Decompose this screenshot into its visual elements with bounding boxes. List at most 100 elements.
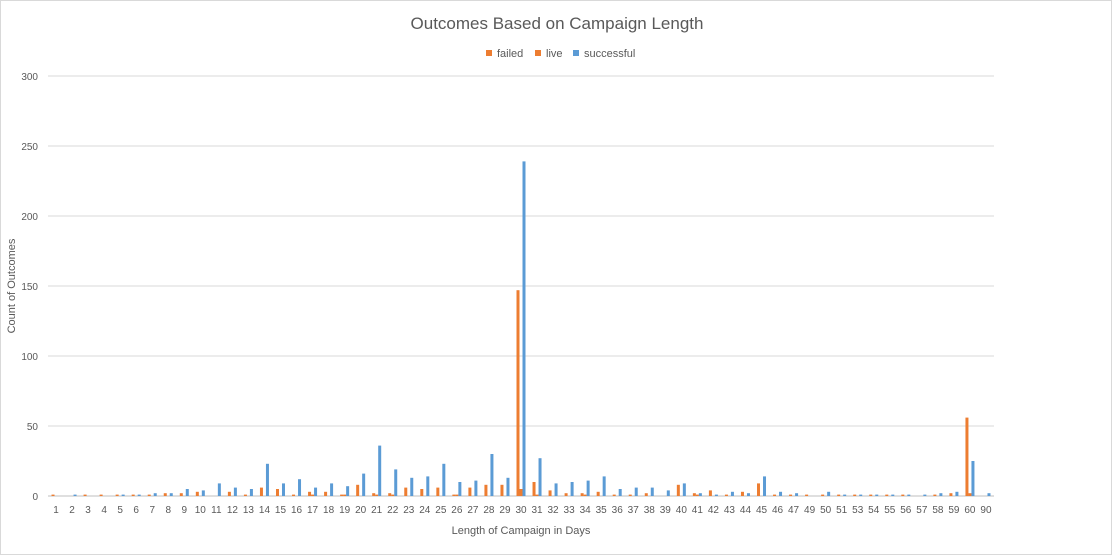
bar-failed bbox=[805, 494, 809, 496]
bar-failed bbox=[580, 493, 584, 496]
bar-successful bbox=[602, 476, 606, 496]
bar-successful bbox=[362, 473, 366, 496]
x-tick-label: 55 bbox=[884, 505, 896, 516]
x-tick-label: 39 bbox=[660, 505, 672, 516]
y-tick-label: 250 bbox=[21, 142, 38, 153]
bar-successful bbox=[233, 487, 237, 496]
bar-failed bbox=[933, 494, 937, 496]
bar-successful bbox=[746, 493, 750, 496]
bar-successful bbox=[843, 494, 847, 496]
bar-failed bbox=[901, 494, 905, 496]
x-tick-label: 34 bbox=[580, 505, 592, 516]
bar-successful bbox=[698, 493, 702, 496]
bar-failed bbox=[853, 494, 857, 496]
bar-failed bbox=[548, 490, 552, 496]
x-tick-label: 9 bbox=[182, 505, 188, 516]
x-tick-label: 15 bbox=[275, 505, 287, 516]
bar-failed bbox=[452, 494, 456, 496]
x-tick-label: 11 bbox=[211, 505, 222, 516]
x-tick-label: 25 bbox=[435, 505, 447, 516]
x-tick-label: 19 bbox=[339, 505, 351, 516]
bar-failed bbox=[532, 482, 536, 496]
bar-failed bbox=[676, 484, 680, 496]
x-tick-label: 1 bbox=[53, 505, 59, 516]
y-tick-label: 150 bbox=[21, 282, 38, 293]
y-tick-label: 100 bbox=[21, 352, 38, 363]
y-tick-label: 50 bbox=[27, 422, 39, 433]
bar-successful bbox=[875, 494, 879, 496]
y-tick-label: 300 bbox=[21, 72, 38, 83]
bar-successful bbox=[987, 493, 991, 496]
x-tick-label: 50 bbox=[820, 505, 832, 516]
bar-failed bbox=[708, 490, 712, 496]
bar-successful bbox=[249, 489, 253, 496]
bar-successful bbox=[169, 493, 173, 496]
bar-failed bbox=[51, 494, 55, 496]
x-tick-label: 45 bbox=[756, 505, 768, 516]
bar-failed bbox=[131, 494, 135, 496]
bar-failed bbox=[468, 487, 472, 496]
bar-failed bbox=[388, 493, 392, 496]
bar-successful bbox=[458, 482, 462, 496]
x-tick-label: 49 bbox=[804, 505, 816, 516]
bar-successful bbox=[281, 483, 285, 496]
bar-successful bbox=[650, 487, 654, 496]
x-tick-label: 14 bbox=[259, 505, 271, 516]
bar-successful bbox=[201, 490, 205, 496]
bar-live bbox=[391, 494, 395, 496]
bar-successful bbox=[298, 479, 302, 496]
x-tick-label: 32 bbox=[548, 505, 560, 516]
bar-successful bbox=[137, 494, 141, 496]
x-tick-label: 46 bbox=[772, 505, 784, 516]
bar-successful bbox=[394, 469, 398, 496]
bar-successful bbox=[185, 489, 189, 496]
x-tick-label: 53 bbox=[852, 505, 864, 516]
bar-failed bbox=[308, 491, 312, 496]
x-tick-label: 41 bbox=[692, 505, 704, 516]
legend-swatch-live bbox=[535, 50, 541, 56]
bar-failed bbox=[789, 494, 793, 496]
bar-successful bbox=[554, 483, 558, 496]
x-tick-label: 16 bbox=[291, 505, 303, 516]
bar-successful bbox=[570, 482, 574, 496]
bar-failed bbox=[340, 494, 344, 496]
x-tick-label: 6 bbox=[133, 505, 139, 516]
bar-successful bbox=[859, 494, 863, 496]
bar-successful bbox=[586, 480, 590, 496]
bar-successful bbox=[955, 491, 959, 496]
bar-live bbox=[519, 489, 523, 496]
bar-failed bbox=[500, 484, 504, 496]
x-tick-label: 47 bbox=[788, 505, 800, 516]
bar-failed bbox=[179, 493, 183, 496]
x-tick-label: 51 bbox=[836, 505, 848, 516]
chart-title: Outcomes Based on Campaign Length bbox=[411, 14, 704, 33]
bar-failed bbox=[356, 484, 360, 496]
x-tick-label: 33 bbox=[564, 505, 576, 516]
bar-failed bbox=[163, 493, 167, 496]
x-tick-label: 21 bbox=[371, 505, 383, 516]
x-tick-label: 42 bbox=[708, 505, 720, 516]
x-tick-label: 13 bbox=[243, 505, 255, 516]
x-tick-label: 36 bbox=[612, 505, 624, 516]
bar-failed bbox=[516, 290, 520, 496]
x-tick-label: 10 bbox=[195, 505, 207, 516]
x-tick-label: 58 bbox=[932, 505, 944, 516]
x-tick-label: 56 bbox=[900, 505, 912, 516]
bar-failed bbox=[757, 483, 761, 496]
x-tick-label: 90 bbox=[980, 505, 992, 516]
legend-swatch-failed bbox=[486, 50, 492, 56]
bar-failed bbox=[949, 493, 953, 496]
bar-successful bbox=[330, 483, 334, 496]
bar-live bbox=[583, 494, 587, 496]
bar-failed bbox=[612, 494, 616, 496]
bar-failed bbox=[644, 493, 648, 496]
bar-successful bbox=[891, 494, 895, 496]
bar-failed bbox=[484, 484, 488, 496]
x-tick-label: 40 bbox=[676, 505, 688, 516]
x-tick-label: 22 bbox=[387, 505, 399, 516]
x-tick-label: 30 bbox=[515, 505, 527, 516]
x-tick-label: 12 bbox=[227, 505, 239, 516]
x-tick-label: 28 bbox=[483, 505, 495, 516]
